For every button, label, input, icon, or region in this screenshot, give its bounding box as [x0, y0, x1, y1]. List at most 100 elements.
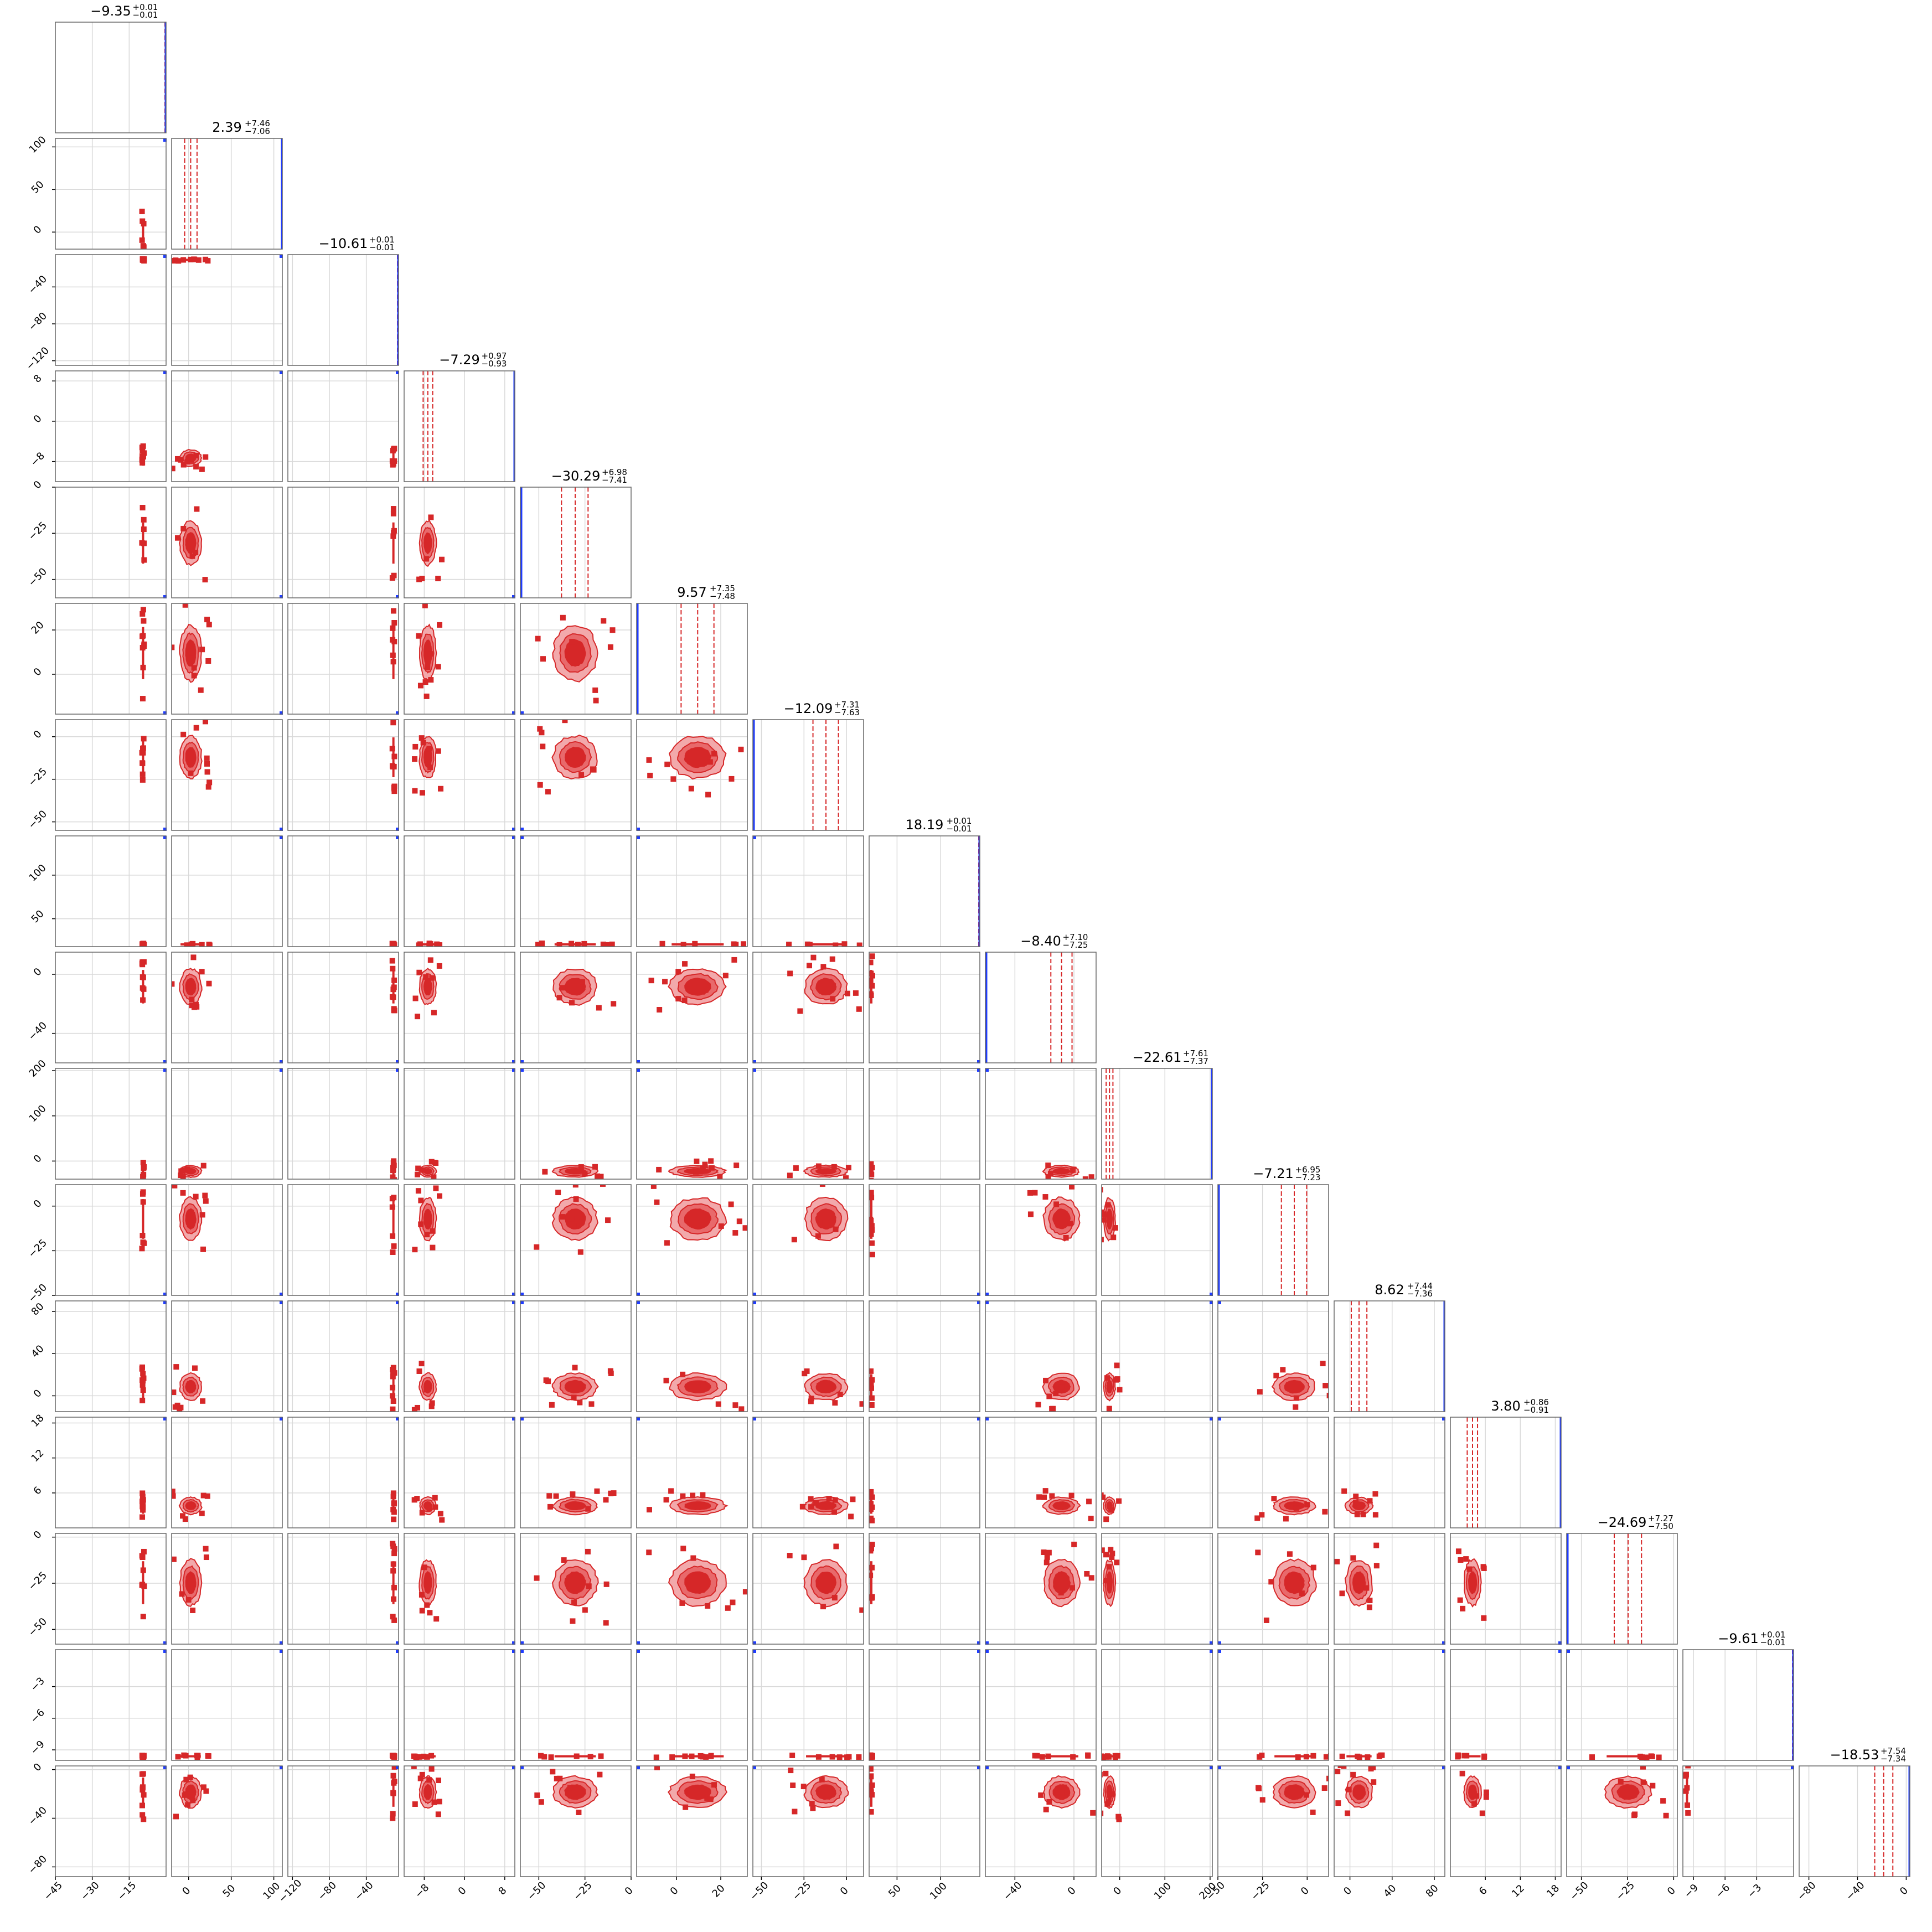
truth-marker [512, 1293, 515, 1296]
density [789, 1752, 862, 1760]
sample-marker [140, 760, 146, 766]
sample-marker [140, 745, 146, 751]
panel-frame [287, 1068, 399, 1180]
sample-marker [437, 622, 443, 628]
sample-marker [412, 743, 419, 750]
scatter-panel-4-1 [171, 487, 283, 598]
sample-marker [833, 1226, 839, 1232]
sample-marker [206, 980, 212, 986]
panel-frame [520, 1765, 632, 1877]
contour-degenerate [142, 1165, 144, 1177]
sample-marker [140, 218, 146, 224]
x-tick-label: −6 [1713, 1882, 1732, 1900]
scatter-panel-10-7 [869, 1184, 980, 1296]
histogram-title: −22.61 [1133, 1050, 1182, 1065]
truth-marker [512, 828, 515, 831]
sample-marker [555, 1190, 561, 1196]
sample-marker [417, 1775, 423, 1781]
sample-marker [537, 782, 543, 788]
truth-marker [637, 1650, 640, 1653]
sample-marker [1353, 1494, 1359, 1500]
sample-marker [1660, 1798, 1666, 1804]
sample-marker [702, 1161, 708, 1168]
truth-marker [1567, 1766, 1570, 1769]
sample-marker [541, 1754, 547, 1760]
truth-marker [163, 371, 167, 374]
truth-marker [1218, 1650, 1221, 1653]
sample-marker [141, 1548, 147, 1554]
panel-frame [869, 835, 980, 947]
sample-marker [1108, 1507, 1114, 1513]
sample-marker [140, 1514, 146, 1520]
sample-marker [184, 1166, 190, 1172]
truth-marker [977, 1766, 980, 1769]
panel-frame [1101, 1068, 1213, 1180]
sample-marker [562, 720, 568, 724]
scatter-panel-11-6 [752, 1300, 864, 1412]
density [552, 968, 617, 1011]
truth-marker [977, 1641, 980, 1645]
title-upper: +7.61 [1183, 1048, 1208, 1058]
sample-marker [836, 1754, 843, 1760]
title-lower: −0.01 [133, 10, 158, 20]
sample-marker [682, 1753, 688, 1759]
sample-marker [1303, 1792, 1309, 1798]
sample-marker [412, 995, 419, 1001]
truth-marker [520, 1293, 524, 1296]
truth-marker [753, 1301, 756, 1304]
scatter-panel-11-10 [1217, 1300, 1329, 1412]
sample-marker [391, 1158, 397, 1164]
title-lower: −0.01 [947, 824, 972, 834]
sample-marker [173, 1814, 179, 1820]
density [172, 448, 209, 472]
histogram-panel-4: −30.29 +6.98−7.41 [520, 467, 632, 598]
scatter-panel-14-1 [171, 1649, 283, 1761]
sample-marker [179, 1591, 185, 1597]
sample-marker [534, 1244, 540, 1250]
sample-marker [1257, 1754, 1263, 1760]
sample-marker [596, 1005, 602, 1011]
panel-frame [55, 719, 167, 831]
title-upper: +7.54 [1881, 1746, 1906, 1756]
sample-marker [437, 1511, 443, 1517]
sample-marker [845, 1165, 851, 1171]
density [419, 1559, 440, 1622]
sample-marker [826, 1496, 832, 1502]
scatter-panel-15-14: −9 −6 −3 [1682, 1765, 1794, 1900]
y-tick-label: 0 [32, 1528, 44, 1541]
sample-marker [717, 1174, 723, 1179]
sample-marker [733, 1163, 740, 1169]
sample-marker [1371, 1779, 1377, 1785]
sample-marker [732, 1402, 738, 1408]
sample-marker [390, 637, 396, 643]
sample-marker [191, 665, 197, 671]
panel-frame [1217, 1417, 1329, 1528]
scatter-panel-7-5 [636, 835, 748, 947]
sample-marker [1350, 1771, 1356, 1778]
truth-marker [163, 1060, 167, 1063]
sample-marker [203, 256, 209, 262]
histogram-panel-14: −9.61 +0.01−0.01 [1682, 1630, 1794, 1761]
truth-marker [280, 828, 283, 831]
sample-marker [190, 954, 197, 960]
sample-marker [603, 1581, 609, 1587]
panel-frame [404, 1649, 515, 1761]
panel-frame [55, 254, 167, 366]
sample-marker [540, 656, 546, 662]
sample-marker [199, 942, 205, 947]
sample-marker [600, 1185, 606, 1187]
sample-marker [140, 645, 146, 651]
density [786, 941, 862, 947]
sample-marker [182, 1516, 188, 1522]
sample-marker [573, 1196, 579, 1202]
sample-marker [428, 1403, 435, 1409]
truth-marker [520, 711, 524, 715]
sample-marker [806, 963, 812, 969]
sample-marker [139, 1246, 145, 1252]
sample-marker [869, 1385, 874, 1391]
sample-marker [140, 1382, 146, 1388]
x-tick-label: −25 [791, 1879, 814, 1903]
sample-marker [585, 1506, 591, 1512]
sample-marker [592, 1164, 598, 1170]
